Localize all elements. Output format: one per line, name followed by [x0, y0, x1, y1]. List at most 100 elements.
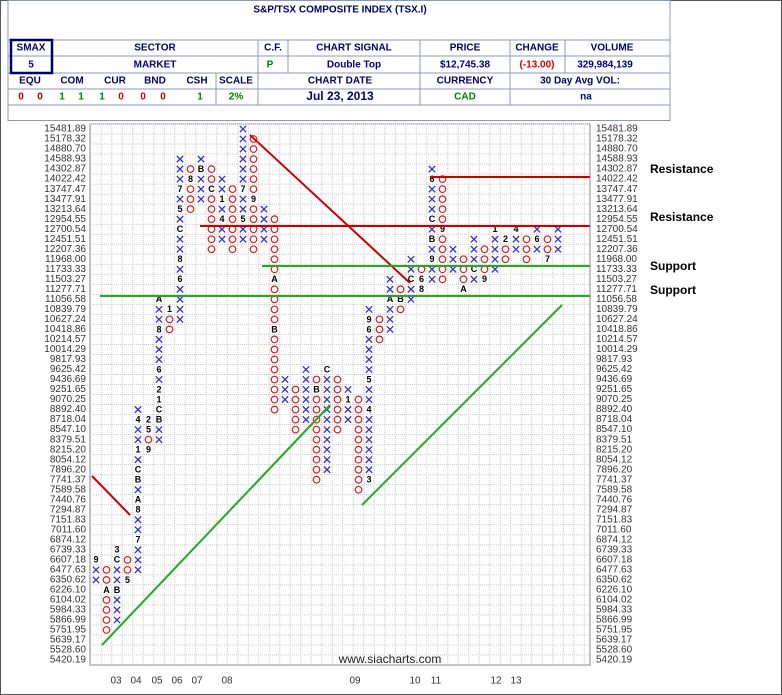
x-box	[155, 435, 163, 444]
month-marker: 7	[240, 184, 245, 194]
y-tick-label-right: 13213.64	[596, 204, 638, 215]
columns: 9A3CB541CBA87259A8621CB175C868BC14759ABB…	[92, 125, 562, 634]
y-tick-label-right: 10014.29	[596, 344, 638, 355]
month-marker: 9	[251, 194, 256, 204]
y-tick-label: 6226.10	[50, 585, 87, 596]
o-box	[438, 215, 447, 224]
month-marker: 9	[366, 314, 371, 324]
y-tick-label: 6477.63	[50, 565, 87, 576]
y-tick-label-right: 12207.36	[596, 244, 638, 255]
y-tick-label-right: 12954.55	[596, 214, 638, 225]
o-box	[438, 275, 447, 284]
o-box	[354, 455, 363, 464]
o-box	[102, 576, 111, 584]
y-tick-label: 11733.33	[45, 264, 86, 275]
y-tick-label: 15178.32	[44, 134, 86, 145]
o-box	[291, 405, 300, 414]
y-tick-label: 14302.87	[44, 164, 86, 175]
month-marker: B	[429, 234, 436, 244]
o-box	[228, 245, 237, 254]
x-box	[176, 305, 184, 314]
y-tick-label-right: 11277.71	[596, 284, 637, 295]
x-box	[365, 385, 373, 394]
x-box	[365, 425, 373, 434]
month-marker: C	[156, 404, 163, 414]
o-box	[501, 245, 510, 254]
x-box	[176, 235, 184, 243]
o-box	[249, 185, 258, 194]
month-marker: 5	[240, 214, 245, 224]
x-box	[134, 526, 142, 534]
x-box	[197, 185, 205, 193]
month-marker: B	[397, 294, 404, 304]
x-box	[323, 425, 331, 434]
o-box	[312, 415, 321, 424]
o-box	[354, 445, 363, 454]
x-tick-label: 09	[349, 676, 361, 687]
x-box	[176, 175, 184, 183]
o-box	[333, 405, 342, 414]
month-marker: 4	[219, 214, 224, 224]
grid	[90, 123, 590, 665]
x-box	[428, 195, 436, 203]
y-tick-label: 8892.40	[50, 404, 87, 415]
y-tick-label-right: 14880.70	[596, 144, 638, 155]
y-tick-label-right: 8718.04	[596, 414, 633, 425]
o-box	[270, 235, 279, 244]
month-marker: B	[156, 414, 163, 424]
x-box	[407, 255, 415, 263]
x-box	[407, 265, 415, 273]
smax-box	[9, 38, 54, 75]
x-box	[449, 265, 457, 273]
month-marker: 2	[503, 234, 508, 244]
y-tick-label-right: 6104.02	[596, 595, 633, 606]
y-tick-label-right: 6739.33	[596, 544, 633, 555]
price-label: PRICE	[450, 43, 481, 54]
o-box	[270, 355, 279, 364]
x-box	[512, 235, 520, 243]
month-marker: 7	[545, 254, 550, 264]
month-marker: 3	[366, 475, 371, 485]
o-box	[249, 235, 258, 244]
o-box	[249, 215, 258, 224]
y-tick-label-right: 5420.19	[596, 655, 633, 666]
o-box	[270, 405, 279, 414]
y-tick-label-right: 11733.33	[596, 264, 637, 275]
o-box	[312, 455, 321, 464]
x-box	[239, 195, 247, 203]
o-box	[186, 205, 195, 214]
x-box	[512, 245, 520, 253]
y-tick-label-right: 9070.25	[596, 394, 633, 405]
allocation-value: 0	[18, 92, 24, 103]
x-box	[134, 405, 142, 414]
x-box	[323, 435, 331, 444]
month-marker: 6	[156, 364, 161, 374]
x-box	[176, 165, 184, 173]
y-tick-label-right: 5639.17	[596, 635, 633, 646]
o-box	[249, 155, 258, 163]
o-box	[291, 385, 300, 394]
y-tick-label-right: 9436.69	[596, 374, 633, 385]
x-box	[239, 135, 247, 143]
x-box	[218, 175, 226, 183]
o-box	[438, 185, 447, 194]
o-box	[270, 285, 279, 294]
y-tick-label-right: 6477.63	[596, 565, 633, 576]
x-box	[365, 305, 373, 314]
y-tick-label: 10418.86	[44, 324, 86, 335]
x-box	[449, 255, 457, 263]
x-box	[323, 375, 331, 384]
x-box	[239, 155, 247, 163]
o-box	[459, 255, 468, 264]
o-box	[522, 235, 531, 244]
x-box	[302, 395, 310, 404]
x-box	[197, 175, 205, 183]
month-marker: 5	[177, 204, 182, 214]
x-box	[323, 385, 331, 394]
x-box	[470, 255, 478, 263]
o-box	[207, 195, 216, 204]
signal-value: Double Top	[327, 60, 381, 71]
resistance-trend	[249, 134, 411, 284]
o-box	[312, 435, 321, 444]
o-box	[249, 175, 258, 184]
